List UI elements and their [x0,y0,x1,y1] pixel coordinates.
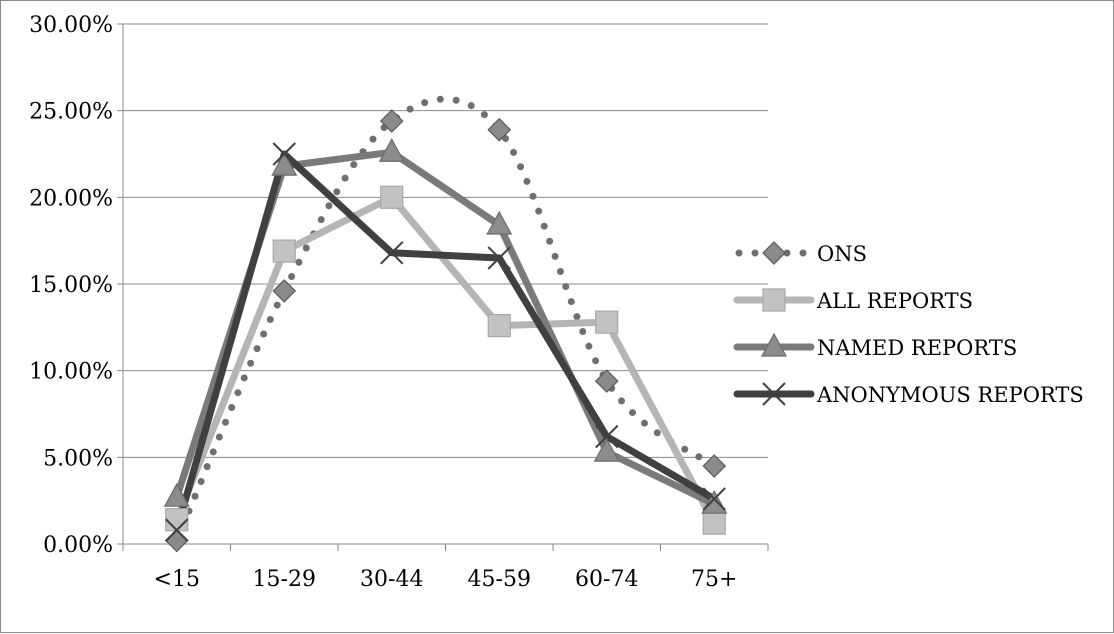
series-lines [173,95,718,545]
axes [117,23,769,551]
data-point-named-reports [701,489,728,514]
legend-marker-named-reports [760,332,788,357]
data-point-anonymous-reports [272,142,296,166]
data-point-named-reports [378,138,405,162]
y-tick-label: 15.00% [29,273,113,298]
data-point-anonymous-reports [595,424,619,449]
data-point-all-reports [595,310,619,334]
data-point-ons [379,109,404,133]
data-point-named-reports [163,482,190,507]
x-tick-label: 60-74 [575,567,638,592]
series-line-ons [173,95,718,545]
data-point-named-reports [271,151,298,176]
legend: ONS ALL REPORTS NAMED REPORTS ANONYMOUS REP… [733,241,1084,407]
legend-marker-ons [762,241,786,265]
data-point-all-reports [165,508,189,532]
data-point-ons [702,454,727,478]
series-markers [163,109,728,553]
data-point-ons [272,279,297,303]
data-point-ons [594,369,619,393]
data-point-all-reports [487,314,511,338]
gridlines [123,23,768,458]
tick-labels: 0.00% 5.00% 10.00% 15.00% 20.00% 25.00% 30.00%… [29,13,737,592]
legend-marker-all-reports [762,288,786,312]
series-line-all-reports [173,193,718,527]
y-tick-label: 30.00% [29,13,113,38]
series-line-anonymous-reports [173,150,718,534]
x-tick-label: 45-59 [468,567,531,592]
x-tick-label: 30-44 [360,567,423,592]
x-tick-label: 15-29 [253,567,316,592]
data-point-all-reports [702,511,726,535]
y-tick-label: 0.00% [43,533,113,558]
data-point-all-reports [272,239,296,263]
legend-label-named-reports: NAMED REPORTS [817,336,1017,360]
legend-marker-anonymous-reports [762,382,786,406]
x-tick-label: <15 [154,567,200,592]
data-point-anonymous-reports [380,241,404,265]
y-tick-label: 25.00% [29,100,113,125]
legend-label-ons: ONS [817,242,867,266]
data-point-ons [487,117,512,142]
data-point-anonymous-reports [487,246,511,270]
legend-label-anonymous-reports: ANONYMOUS REPORTS [816,383,1084,407]
data-point-ons [164,528,189,553]
data-point-anonymous-reports [165,518,189,542]
y-tick-label: 10.00% [29,360,113,385]
data-point-all-reports [380,185,404,209]
legend-label-all-reports: ALL REPORTS [816,289,973,313]
data-point-named-reports [593,437,620,462]
data-point-named-reports [486,210,513,235]
y-tick-label: 5.00% [43,446,113,471]
y-tick-label: 20.00% [29,186,113,211]
x-tick-label: 75+ [691,567,737,592]
data-point-anonymous-reports [702,487,726,511]
